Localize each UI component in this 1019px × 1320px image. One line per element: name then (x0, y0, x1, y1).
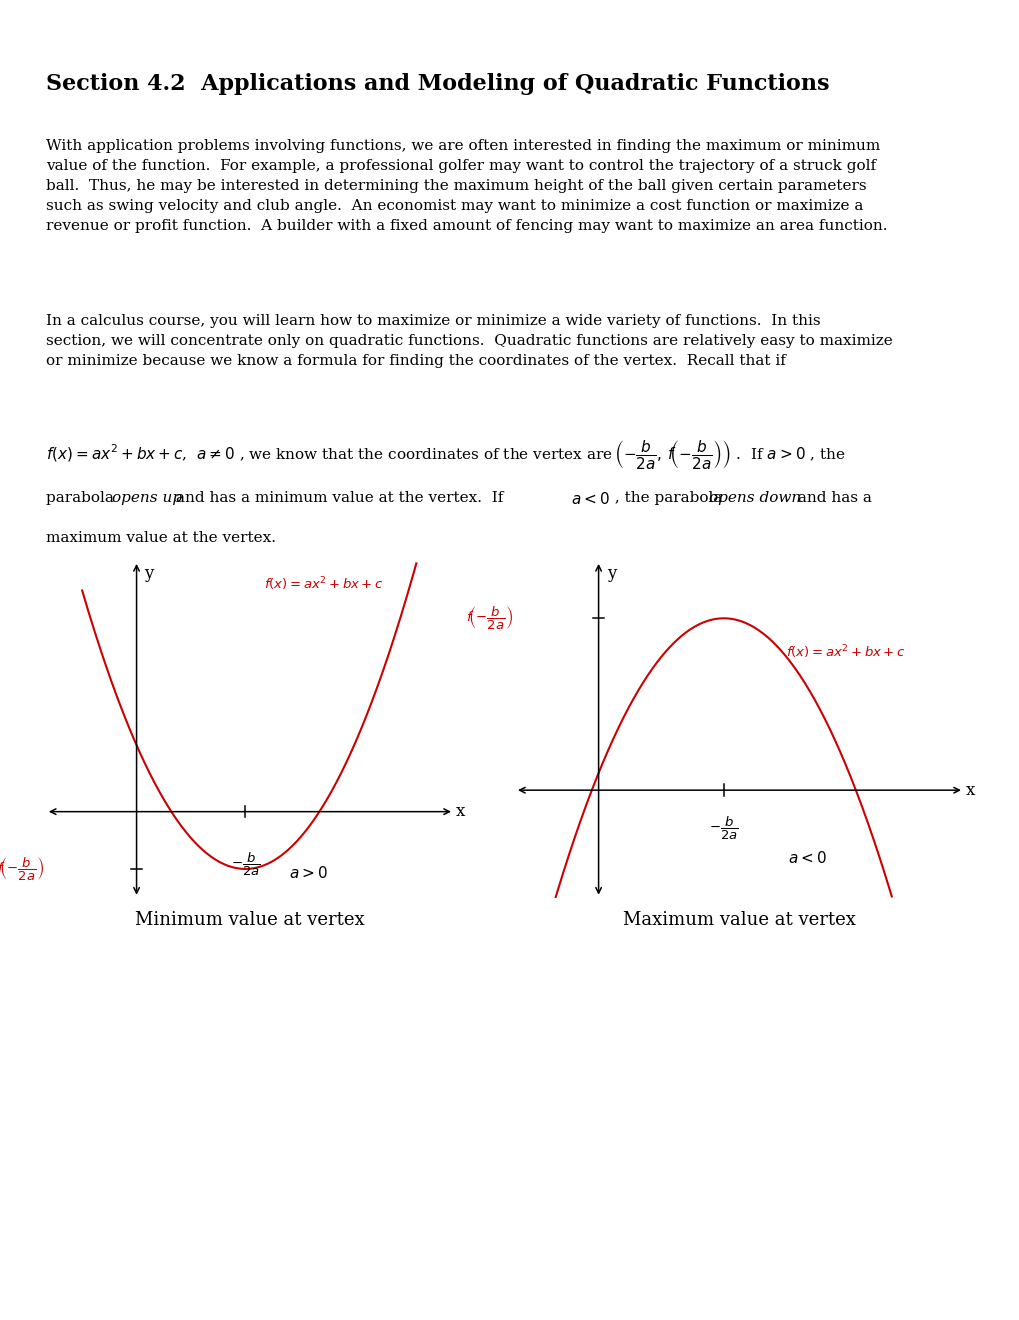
Text: Maximum value at vertex: Maximum value at vertex (623, 911, 855, 929)
Text: $-\dfrac{b}{2a}$: $-\dfrac{b}{2a}$ (230, 851, 260, 878)
Text: maximum value at the vertex.: maximum value at the vertex. (46, 531, 275, 545)
Text: parabola: parabola (46, 491, 118, 506)
Text: opens down: opens down (708, 491, 800, 506)
Text: Section 4.2  Applications and Modeling of Quadratic Functions: Section 4.2 Applications and Modeling of… (46, 73, 828, 95)
Text: , the parabola: , the parabola (609, 491, 727, 506)
Text: y: y (606, 565, 615, 582)
Text: $f\!\left(-\dfrac{b}{2a}\right)$: $f\!\left(-\dfrac{b}{2a}\right)$ (466, 605, 513, 632)
Text: In a calculus course, you will learn how to maximize or minimize a wide variety : In a calculus course, you will learn how… (46, 314, 892, 368)
Text: $f(x) = ax^2 + bx + c$: $f(x) = ax^2 + bx + c$ (786, 643, 905, 661)
Text: and has a minimum value at the vertex.  If: and has a minimum value at the vertex. I… (176, 491, 508, 506)
Text: $f(x) = ax^2 + bx + c$: $f(x) = ax^2 + bx + c$ (263, 576, 383, 593)
Text: $-\dfrac{b}{2a}$: $-\dfrac{b}{2a}$ (708, 816, 738, 842)
Text: With application problems involving functions, we are often interested in findin: With application problems involving func… (46, 139, 887, 232)
Text: $a < 0$: $a < 0$ (788, 850, 825, 866)
Text: $f\!\left(-\dfrac{b}{2a}\right)$: $f\!\left(-\dfrac{b}{2a}\right)$ (0, 855, 44, 883)
Text: $f(x) = ax^2 + bx + c$,  $a\neq 0$ , we know that the coordinates of the vertex : $f(x) = ax^2 + bx + c$, $a\neq 0$ , we k… (46, 438, 845, 471)
Text: Minimum value at vertex: Minimum value at vertex (135, 911, 365, 929)
Text: opens up: opens up (112, 491, 182, 506)
Text: y: y (144, 565, 153, 582)
Text: $a > 0$: $a > 0$ (289, 865, 328, 880)
Text: x: x (455, 803, 465, 820)
Text: x: x (965, 781, 974, 799)
Text: and has a: and has a (792, 491, 870, 506)
Text: $a < 0$: $a < 0$ (571, 491, 609, 507)
